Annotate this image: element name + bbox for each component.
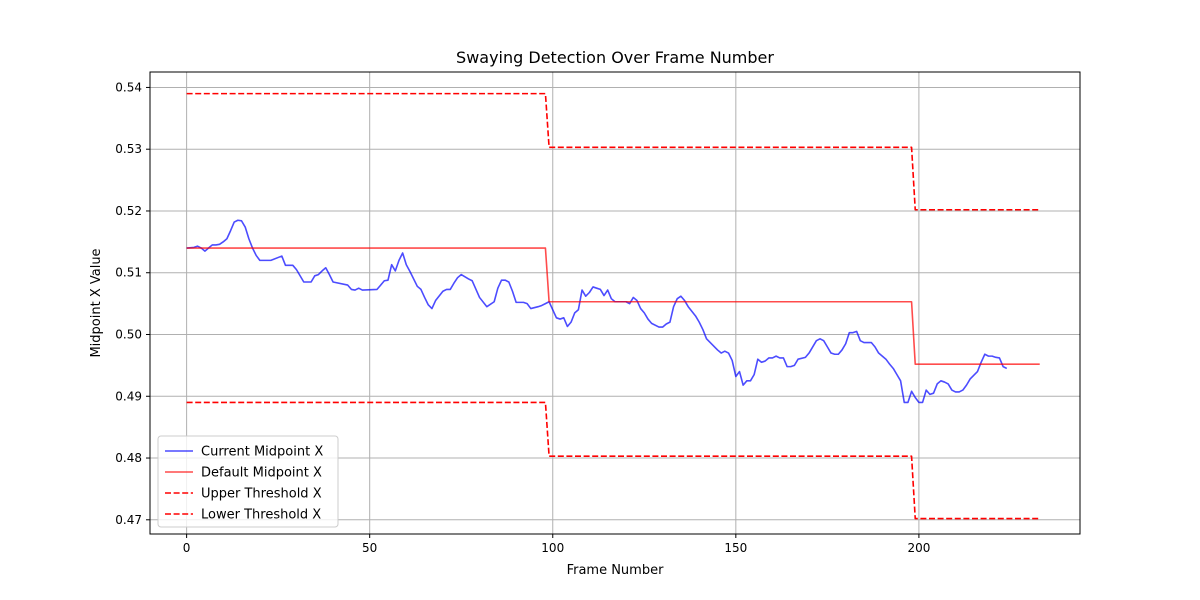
y-tick-label: 0.53 (115, 142, 142, 156)
plot-series (186, 92, 1040, 520)
legend-label: Lower Threshold X (201, 508, 321, 523)
plot-frame (149, 71, 1081, 535)
x-tick-label: 200 (907, 541, 930, 555)
y-tick-label: 0.50 (115, 328, 142, 342)
series-line-4 (186, 401, 1040, 520)
y-tick-label: 0.51 (115, 266, 142, 280)
x-tick-label: 50 (362, 541, 377, 555)
y-tick-label: 0.52 (115, 204, 142, 218)
legend-label: Upper Threshold X (201, 487, 322, 502)
y-axis-label: Midpoint X Value (89, 248, 104, 357)
legend: Current Midpoint X Default Midpoint X Uppe… (157, 435, 339, 528)
x-tick-label: 0 (183, 541, 191, 555)
grid (150, 72, 1080, 534)
x-axis-ticks: 0 50 100 150 200 (183, 534, 930, 555)
y-tick-label: 0.54 (115, 80, 142, 94)
y-axis-ticks: 0.47 0.48 0.49 0.50 0.51 0.52 0.53 0.54 (115, 80, 150, 527)
x-tick-label: 100 (541, 541, 564, 555)
series-line-2 (186, 247, 1040, 365)
y-tick-label: 0.48 (115, 451, 142, 465)
y-tick-label: 0.49 (115, 389, 142, 403)
x-axis-label: Frame Number (567, 563, 665, 578)
legend-label: Default Midpoint X (201, 466, 322, 481)
x-tick-label: 150 (724, 541, 747, 555)
legend-box (157, 435, 339, 528)
legend-label: Current Midpoint X (201, 445, 323, 460)
series-line-3 (186, 92, 1040, 211)
y-tick-label: 0.47 (115, 513, 142, 527)
chart-title: Swaying Detection Over Frame Number (456, 48, 774, 67)
